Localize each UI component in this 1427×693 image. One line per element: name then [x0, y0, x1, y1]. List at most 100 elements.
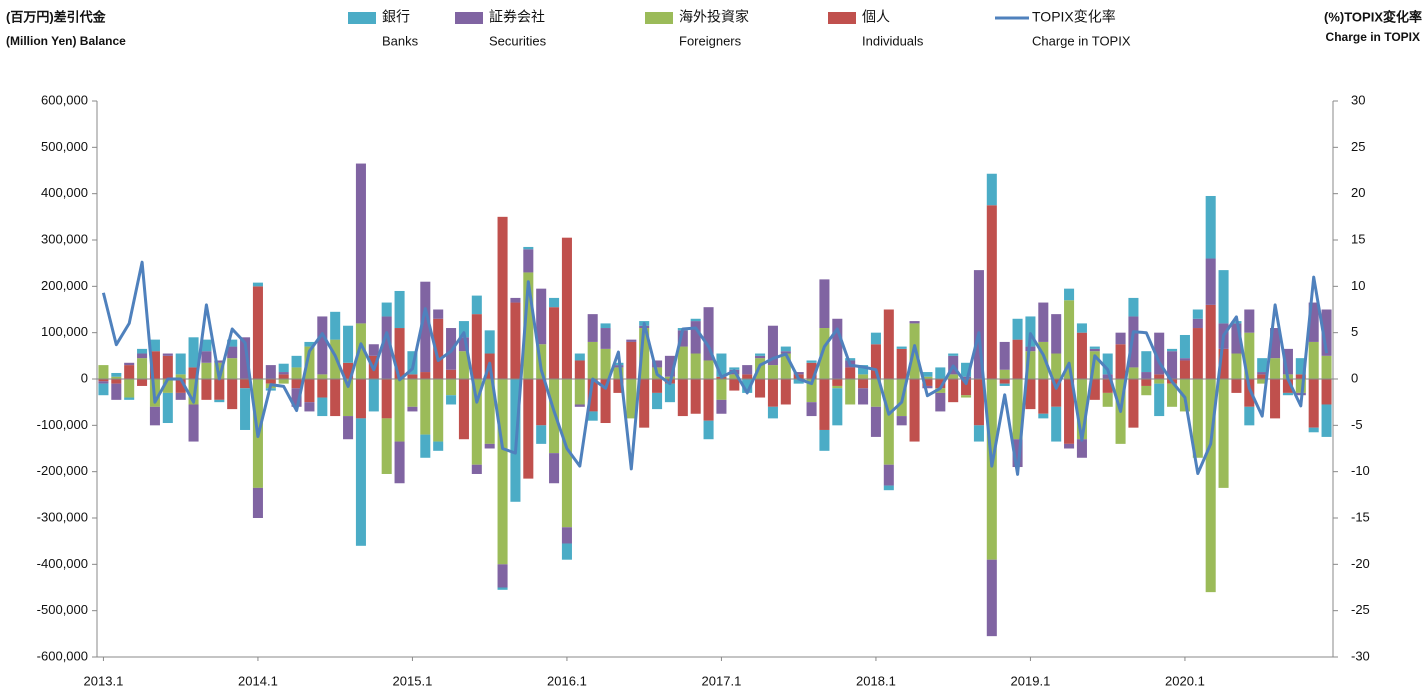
bar-segment: [703, 379, 714, 421]
bar-segment: [1064, 300, 1075, 379]
bar-segment: [858, 379, 869, 389]
bar-segment: [317, 397, 328, 417]
bar-segment: [883, 464, 894, 486]
bar-segment: [767, 365, 778, 379]
legend-label: 銀行: [382, 9, 410, 25]
bar-segment: [1012, 339, 1023, 379]
bar-segment: [188, 404, 199, 442]
bar-segment: [240, 337, 251, 379]
bar-segment: [1141, 372, 1152, 379]
bar-segment: [137, 348, 148, 354]
bar-segment: [265, 379, 276, 384]
bar-segment: [111, 376, 122, 379]
bar-segment: [1038, 379, 1049, 414]
bar-segment: [922, 385, 933, 389]
y2-tick-label: -25: [1351, 602, 1370, 617]
bar-segment: [806, 379, 817, 403]
bar-segment: [394, 328, 405, 379]
bar-segment: [600, 379, 611, 424]
bar-segment: [626, 379, 637, 419]
bar-segment: [291, 388, 302, 407]
y2-tick-label: -5: [1351, 417, 1363, 432]
bar-segment: [433, 318, 444, 379]
bar-segment: [484, 443, 495, 449]
bar-segment: [1192, 318, 1203, 329]
bar-segment: [922, 376, 933, 379]
bar-segment: [1244, 332, 1255, 379]
bar-segment: [1218, 270, 1229, 324]
bar-segment: [1244, 406, 1255, 426]
bar-segment: [948, 379, 959, 403]
bar-segment: [381, 418, 392, 474]
bar-segment: [1218, 348, 1229, 379]
y-tick-label: 300,000: [41, 231, 88, 246]
bar-segment: [214, 379, 225, 400]
legend-swatch: [645, 12, 673, 24]
bar-segment: [330, 379, 341, 417]
x-tick-label: 2015.1: [393, 673, 433, 688]
bar-segment: [703, 360, 714, 379]
bar-segment: [819, 379, 830, 430]
bar-segment: [883, 379, 894, 465]
bar-segment: [304, 379, 315, 403]
chart-subtitle: (Million Yen) Balance: [6, 34, 126, 48]
bar-segment: [355, 379, 366, 419]
bar-segment: [845, 367, 856, 379]
bar-segment: [510, 297, 521, 303]
bar-segment: [1257, 358, 1268, 373]
bar-segment: [1179, 358, 1190, 361]
bar-segment: [703, 307, 714, 361]
y-tick-label: -400,000: [37, 556, 88, 571]
legend-label-en: Foreigners: [679, 33, 742, 48]
bar-segment: [227, 379, 238, 410]
bar-segment: [574, 404, 585, 407]
bar-segment: [1025, 316, 1036, 347]
bar-segment: [124, 397, 135, 400]
legend-label: 証券会社: [489, 9, 545, 25]
bar-segment: [1218, 379, 1229, 488]
bar-segment: [1141, 351, 1152, 373]
y-tick-label: -600,000: [37, 648, 88, 663]
bar-segment: [883, 485, 894, 491]
bar-segment: [1128, 297, 1139, 317]
bar-segment: [124, 362, 135, 366]
bar-segment: [523, 249, 534, 273]
bar-segment: [175, 374, 186, 379]
y2-tick-label: -10: [1351, 463, 1370, 478]
bar-segment: [1128, 379, 1139, 428]
bar-segment: [433, 309, 444, 319]
bar-segment: [935, 392, 946, 412]
bar-segment: [1308, 341, 1319, 379]
bar-segment: [1270, 379, 1281, 419]
bar-segment: [716, 399, 727, 414]
bar-segment: [1076, 379, 1087, 440]
bar-segment: [1192, 328, 1203, 379]
legend-label-en: Charge in TOPIX: [1032, 33, 1131, 48]
bar-segment: [175, 353, 186, 375]
bar-segment: [677, 330, 688, 347]
bar-segment: [1167, 351, 1178, 379]
bar-segment: [1141, 385, 1152, 396]
bar-segment: [1051, 406, 1062, 442]
bar-segment: [716, 379, 727, 400]
bar-segment: [1205, 195, 1216, 259]
bar-segment: [896, 348, 907, 379]
bar-segment: [549, 453, 560, 484]
y-tick-label: 200,000: [41, 278, 88, 293]
bar-segment: [1231, 379, 1242, 393]
bar-segment: [1321, 379, 1332, 405]
bar-segment: [561, 527, 572, 544]
bar-segment: [1051, 314, 1062, 354]
bar-segment: [201, 379, 212, 400]
bar-segment: [1012, 318, 1023, 340]
bar-segment: [446, 369, 457, 379]
bar-segment: [1089, 346, 1100, 349]
bar-segment: [690, 318, 701, 322]
bar-segment: [497, 216, 508, 379]
bar-segment: [291, 355, 302, 368]
bar-segment: [407, 374, 418, 379]
legend-label: 海外投資家: [679, 9, 749, 25]
bar-segment: [999, 341, 1010, 370]
y2-tick-label: 30: [1351, 92, 1365, 107]
bar-segment: [639, 379, 650, 428]
